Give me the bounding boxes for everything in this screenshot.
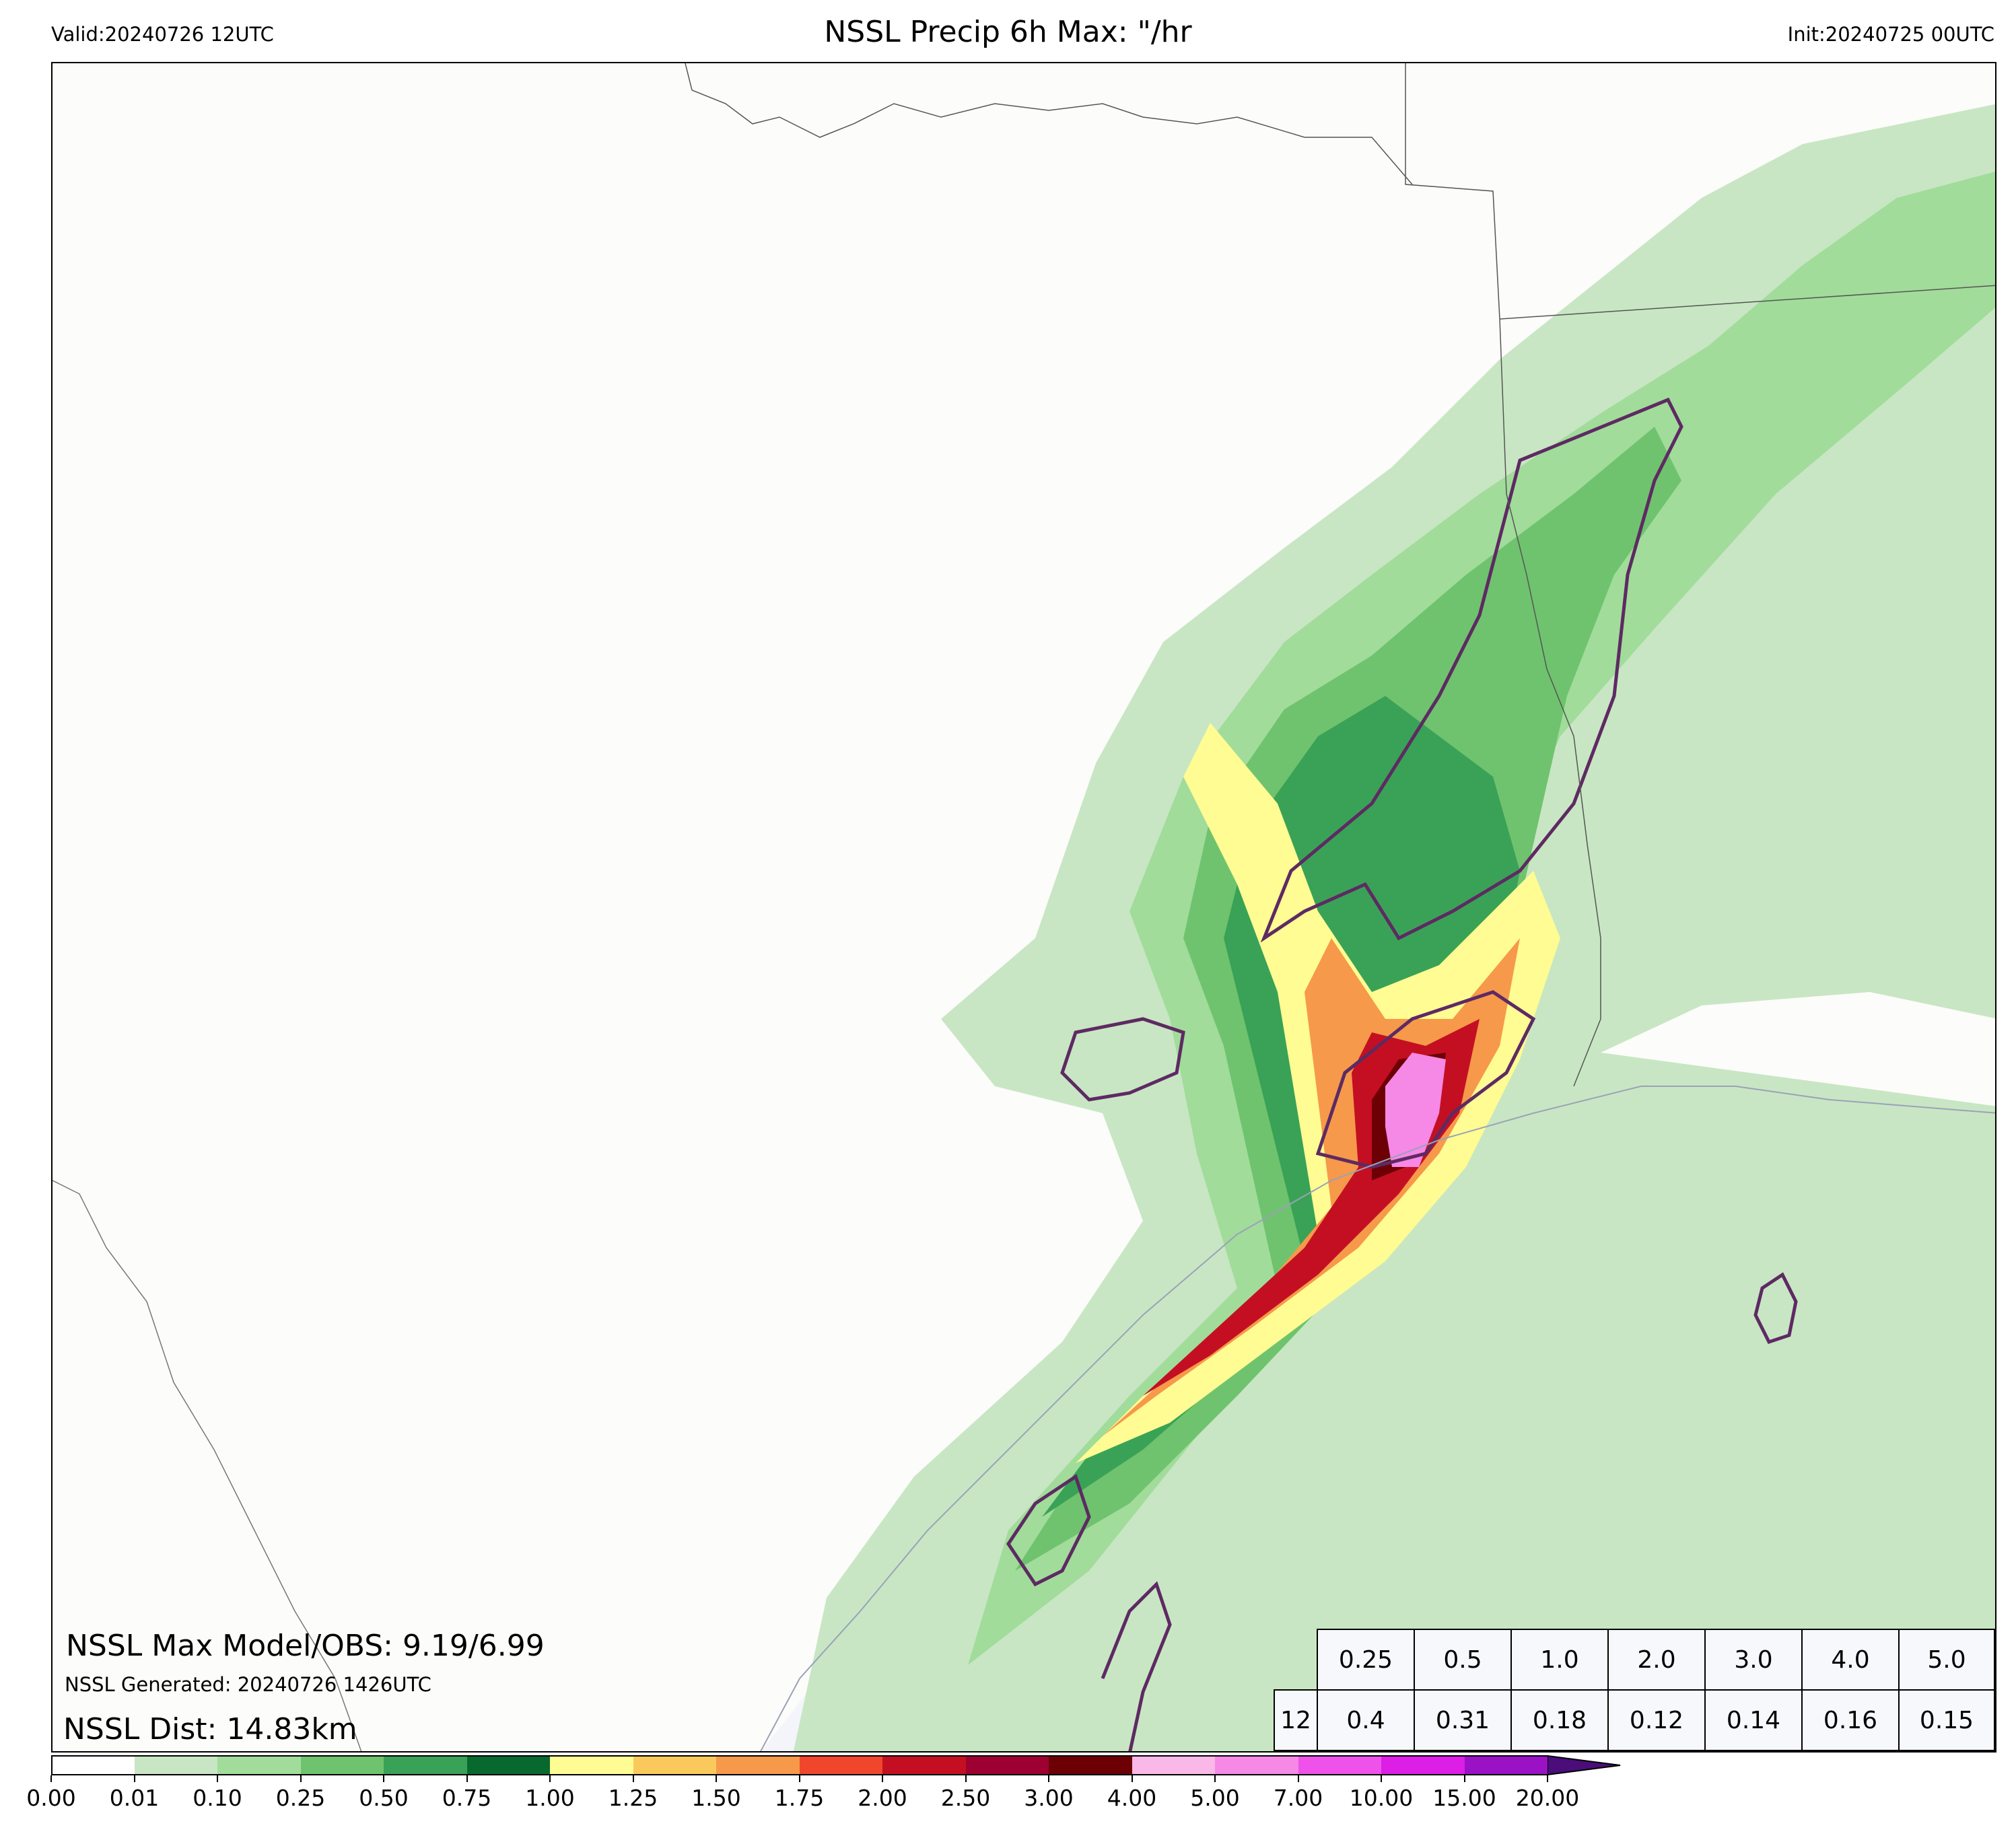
colorbar-tick-label: 0.25: [275, 1785, 326, 1811]
colorbar-tick: [1048, 1775, 1049, 1782]
colorbar-tick: [1463, 1775, 1465, 1782]
row-label: 12: [1274, 1689, 1318, 1751]
valid-time-label: Valid:20240726 12UTC: [51, 23, 274, 46]
threshold-header: 0.25: [1317, 1629, 1415, 1691]
threshold-table: 0.25 0.5 1.0 2.0 3.0 4.0 5.0 12 0.4 0.31…: [1274, 1629, 1995, 1751]
score-cell: 0.12: [1607, 1689, 1706, 1751]
colorbar-segment: [1464, 1755, 1548, 1775]
colorbar-segment: [384, 1755, 468, 1775]
colorbar-tick: [965, 1775, 967, 1782]
colorbar-tick: [549, 1775, 551, 1782]
colorbar-segment: [300, 1755, 384, 1775]
colorbar-tick: [632, 1775, 634, 1782]
map-title: NSSL Precip 6h Max: "/hr: [824, 15, 1192, 49]
colorbar-tick-label: 3.00: [1024, 1785, 1074, 1811]
colorbar-tick: [300, 1775, 302, 1782]
score-cell: 0.16: [1801, 1689, 1900, 1751]
threshold-header: 0.5: [1414, 1629, 1512, 1691]
coastline-west: [53, 1180, 362, 1751]
score-cell: 0.4: [1317, 1689, 1415, 1751]
threshold-header: 4.0: [1801, 1629, 1900, 1691]
colorbar-segment: [965, 1755, 1049, 1775]
colorbar-tick-label: 2.50: [940, 1785, 991, 1811]
colorbar-tick-label: 0.01: [109, 1785, 160, 1811]
colorbar-tick-label: 7.00: [1273, 1785, 1323, 1811]
colorbar-segment: [1132, 1755, 1216, 1775]
map-canvas: [53, 63, 1995, 1751]
colorbar-tick: [1131, 1775, 1133, 1782]
colorbar-extend-arrow: [1548, 1755, 1621, 1775]
colorbar-tick: [1547, 1775, 1548, 1782]
colorbar-tick: [1297, 1775, 1299, 1782]
colorbar-tick-label: 20.00: [1515, 1785, 1580, 1811]
colorbar-tick-label: 0.00: [26, 1785, 76, 1811]
threshold-header: 1.0: [1510, 1629, 1609, 1691]
colorbar-segment: [217, 1755, 302, 1775]
colorbar-tick-label: 4.00: [1107, 1785, 1157, 1811]
colorbar-segment: [1381, 1755, 1465, 1775]
state-border-line: [1499, 285, 1995, 320]
precip-map: [51, 62, 1996, 1753]
colorbar-tick: [50, 1775, 52, 1782]
colorbar-tick: [133, 1775, 135, 1782]
colorbar-tick-label: 0.10: [193, 1785, 242, 1811]
colorbar-tick: [716, 1775, 717, 1782]
colorbar-tick: [882, 1775, 883, 1782]
colorbar-segment: [1298, 1755, 1382, 1775]
colorbar-tick-label: 0.75: [442, 1785, 492, 1811]
colorbar-segment: [633, 1755, 717, 1775]
threshold-header: 2.0: [1607, 1629, 1706, 1691]
colorbar-segment: [550, 1755, 634, 1775]
colorbar-segment: [466, 1755, 551, 1775]
colorbar-tick-label: 1.25: [608, 1785, 658, 1811]
threshold-header: 3.0: [1704, 1629, 1803, 1691]
colorbar-tick: [466, 1775, 468, 1782]
observed-contour-west: [1060, 1017, 1185, 1102]
max-model-obs-stat: NSSL Max Model/OBS: 9.19/6.99: [66, 1629, 545, 1663]
colorbar-tick-label: 5.00: [1190, 1785, 1240, 1811]
colorbar-tick: [798, 1775, 800, 1782]
colorbar-tick-label: 15.00: [1432, 1785, 1496, 1811]
colorbar-segment: [716, 1755, 800, 1775]
colorbar-tick-label: 1.75: [774, 1785, 825, 1811]
coastline-gulf: [760, 1086, 1995, 1751]
colorbar-tick: [217, 1775, 218, 1782]
observed-contour-east: [1753, 1272, 1798, 1345]
colorbar-tick-label: 1.50: [691, 1785, 741, 1811]
colorbar-tick-label: 10.00: [1349, 1785, 1414, 1811]
observed-contour-center: [1315, 990, 1536, 1169]
colorbar-tick: [1381, 1775, 1382, 1782]
colorbar-segment: [1215, 1755, 1299, 1775]
precip-core-4.00: [1385, 1053, 1446, 1167]
colorbar-tick-label: 1.00: [525, 1785, 575, 1811]
colorbar-segment: [134, 1755, 218, 1775]
colorbar-segment: [1049, 1755, 1133, 1775]
colorbar-tick-label: 0.50: [359, 1785, 409, 1811]
colorbar-segment: [51, 1755, 135, 1775]
colorbar-segment: [799, 1755, 883, 1775]
generated-timestamp: NSSL Generated: 20240726 1426UTC: [65, 1673, 431, 1696]
colorbar-tick: [383, 1775, 384, 1782]
score-cell: 0.15: [1898, 1689, 1995, 1751]
threshold-header: 5.0: [1898, 1629, 1995, 1691]
observed-contour-coast: [1006, 1474, 1091, 1587]
score-cell: 0.18: [1510, 1689, 1609, 1751]
colorbar-tick: [1214, 1775, 1216, 1782]
observed-contour-main: [1260, 397, 1683, 943]
observed-contour-south: [1101, 1581, 1172, 1751]
state-border-east: [1405, 63, 1601, 1087]
precip-band-0.75: [1042, 696, 1520, 1517]
colorbar-segment: [882, 1755, 967, 1775]
state-border-north: [685, 63, 1413, 185]
init-time-label: Init:20240725 00UTC: [1787, 23, 1994, 46]
score-cell: 0.14: [1704, 1689, 1803, 1751]
distance-stat: NSSL Dist: 14.83km: [63, 1712, 357, 1746]
colorbar-tick-label: 2.00: [858, 1785, 907, 1811]
score-cell: 0.31: [1414, 1689, 1512, 1751]
colorbar: [51, 1755, 1621, 1775]
